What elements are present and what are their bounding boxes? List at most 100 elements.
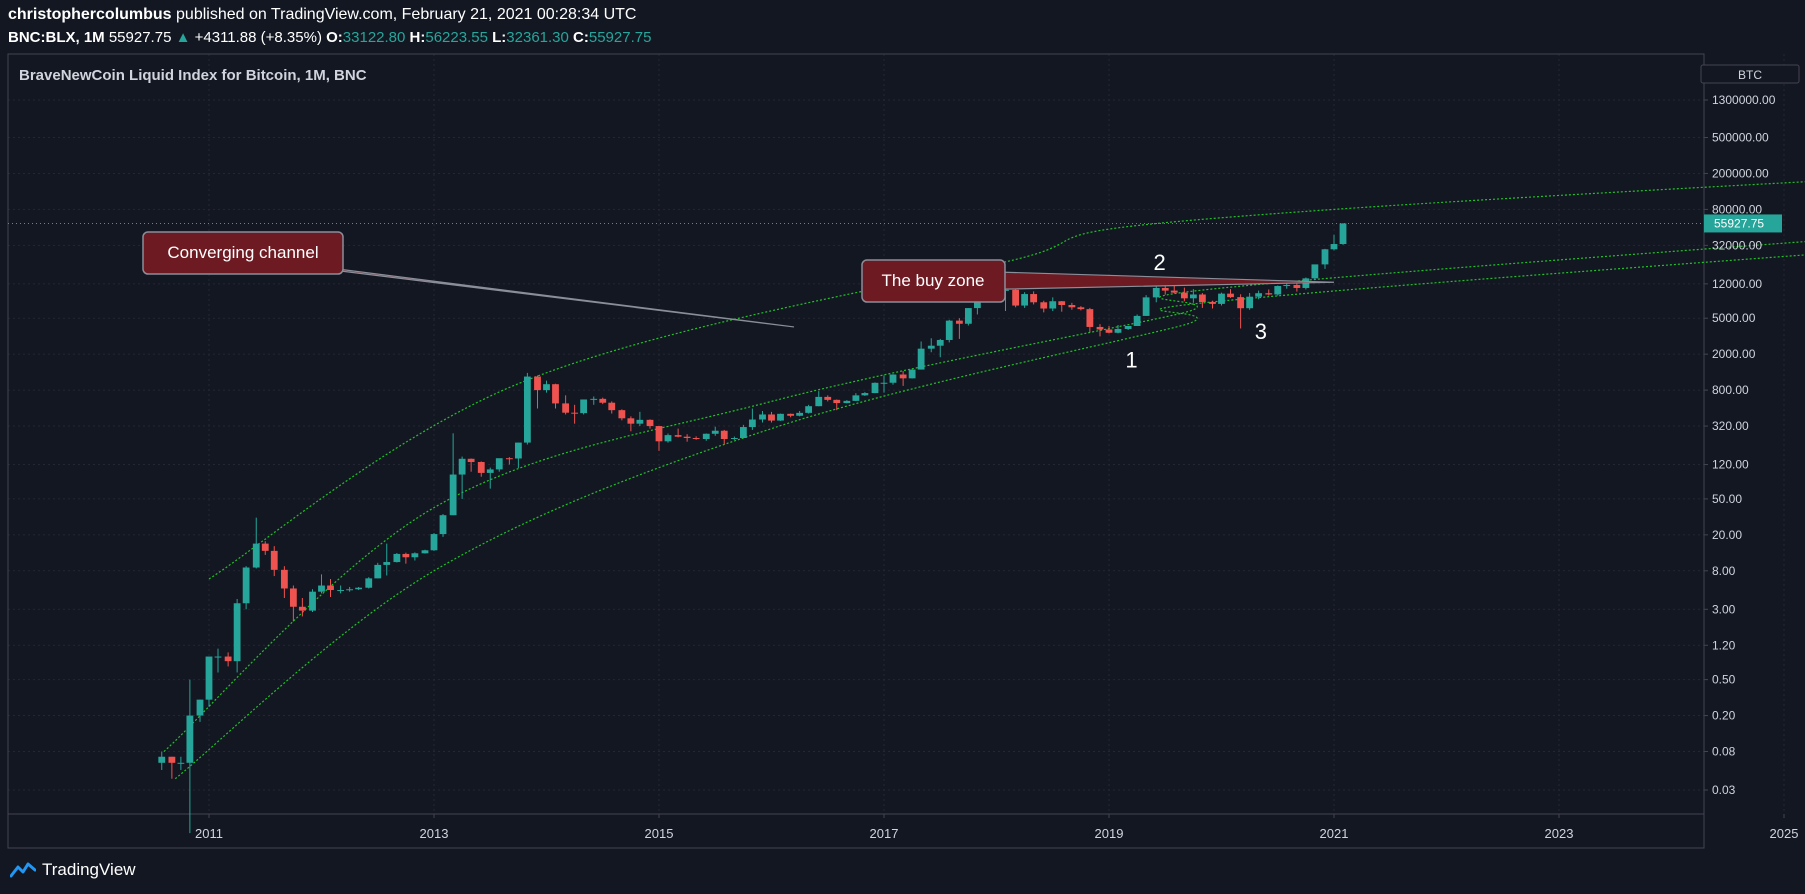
candle-body — [702, 433, 710, 440]
candle-body — [289, 588, 297, 607]
high-label: H: — [409, 29, 426, 46]
candlestick-series — [158, 223, 1347, 834]
low-label: L: — [492, 29, 507, 46]
candle-body — [899, 374, 907, 379]
candle-body — [674, 435, 682, 437]
candle-body — [964, 308, 972, 324]
candle-body — [1040, 302, 1048, 309]
candle-body — [618, 410, 626, 419]
candle-body — [365, 578, 373, 588]
candle-body — [683, 436, 691, 439]
candle-body — [1105, 329, 1113, 333]
price-tick-label: 0.03 — [1712, 783, 1736, 797]
candle-body — [1227, 293, 1234, 298]
candle-body — [158, 756, 166, 763]
candle-body — [383, 562, 391, 565]
candle-body — [552, 384, 559, 404]
candle-body — [927, 345, 935, 349]
candle-body — [467, 458, 475, 463]
candle-body — [889, 374, 897, 383]
quote-line: BNC:BLX, 1M 55927.75 ▲ +4311.88 (+8.35%)… — [8, 29, 651, 46]
candle-body — [759, 414, 766, 420]
candle-body — [636, 419, 644, 424]
candle-body — [748, 419, 756, 428]
high-value: 56223.55 — [425, 29, 488, 46]
candle-body — [1274, 286, 1282, 295]
open-label: O: — [326, 29, 343, 46]
price-tick-label: 1300000.00 — [1712, 93, 1776, 107]
channel-line-lower — [174, 254, 1805, 780]
time-tick-label: 2017 — [870, 826, 899, 841]
channel-line-upper — [208, 181, 1805, 580]
up-arrow-icon: ▲ — [175, 29, 191, 46]
tradingview-brand[interactable]: TradingView — [10, 860, 136, 880]
candle-body — [655, 426, 663, 442]
callout-buy-zone[interactable]: The buy zone — [861, 259, 1335, 303]
price-axis: 1300000.00 500000.00 200000.00 80000.00 3200… — [1704, 93, 1776, 797]
published-text: published on TradingView.com, February 2… — [176, 6, 637, 23]
candle-body — [186, 715, 194, 763]
publication-line: christophercolumbus published on Trading… — [8, 6, 636, 24]
price-tick-label: 80000.00 — [1712, 202, 1762, 216]
last-price-tag: 55927.75 — [1704, 214, 1782, 233]
candle-body — [580, 399, 588, 414]
candle-body — [711, 430, 719, 434]
candle-body — [214, 656, 222, 658]
candle-body — [1161, 287, 1169, 291]
tradingview-logo-icon — [10, 862, 36, 878]
candle-body — [720, 430, 728, 440]
candle-body — [692, 438, 700, 440]
candle-body — [402, 553, 410, 558]
callout-converging-channel-label: Converging channel — [167, 243, 318, 262]
candle-body — [196, 699, 204, 716]
candle-body — [318, 585, 325, 592]
wave-marker-2: 2 — [1154, 250, 1166, 275]
price-tick-label: 0.08 — [1712, 745, 1736, 759]
candle-body — [1021, 294, 1029, 306]
candle-body — [514, 442, 522, 459]
currency-badge[interactable]: BTC — [1700, 64, 1800, 84]
candle-body — [936, 339, 944, 346]
close-value: 55927.75 — [588, 29, 652, 46]
time-tick-label: 2025 — [1770, 826, 1799, 841]
candle-body — [852, 395, 860, 401]
candle-body — [534, 376, 541, 391]
candle-body — [505, 458, 513, 460]
candle-body — [1246, 296, 1254, 309]
candle-body — [571, 412, 579, 414]
last-price-tag-label: 55927.75 — [1714, 216, 1764, 230]
candle-body — [477, 462, 485, 473]
candle-body — [177, 762, 185, 764]
candle-body — [590, 398, 598, 400]
candle-body — [1012, 289, 1020, 306]
candle-body — [1209, 302, 1216, 304]
candle-body — [871, 382, 879, 394]
price-tick-label: 800.00 — [1712, 383, 1749, 397]
candle-body — [1330, 244, 1338, 250]
candle-body — [261, 543, 269, 551]
candle-body — [646, 419, 654, 427]
candle-body — [1180, 292, 1188, 299]
price-tick-label: 0.20 — [1712, 709, 1736, 723]
candle-body — [1218, 293, 1225, 304]
price-tick-label: 50.00 — [1712, 492, 1742, 506]
price-tick-label: 200000.00 — [1712, 166, 1769, 180]
price-tick-label: 120.00 — [1712, 458, 1749, 472]
price-tick-label: 5000.00 — [1712, 311, 1756, 325]
grid-lines — [8, 54, 1785, 814]
candle-body — [242, 567, 250, 604]
author-name[interactable]: christophercolumbus — [8, 6, 172, 23]
candle-body — [411, 553, 419, 558]
candle-body — [1133, 315, 1141, 326]
price-tick-label: 320.00 — [1712, 419, 1749, 433]
time-tick-label: 2013 — [420, 826, 449, 841]
candle-body — [664, 435, 672, 442]
candle-body — [309, 591, 316, 611]
candle-body — [824, 396, 832, 400]
candle-body — [805, 406, 813, 413]
candle-body — [608, 402, 616, 411]
price-tick-label: 3.00 — [1712, 602, 1736, 616]
candle-body — [861, 393, 869, 396]
callout-converging-channel[interactable]: Converging channel — [142, 231, 795, 328]
